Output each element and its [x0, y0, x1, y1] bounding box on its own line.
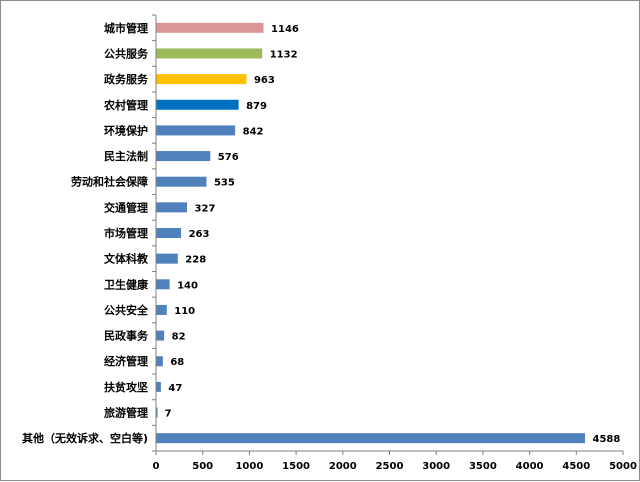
- category-label: 扶贫攻坚: [104, 380, 148, 394]
- data-label: 140: [177, 280, 198, 291]
- x-tick-label: 3500: [469, 461, 497, 472]
- x-tick-label: 3000: [422, 461, 450, 472]
- bar: [156, 407, 158, 418]
- category-label: 政务服务: [104, 72, 149, 86]
- x-tick-label: 1500: [282, 461, 310, 472]
- category-label: 劳动和社会保障: [71, 175, 148, 189]
- data-label: 327: [195, 203, 216, 214]
- x-tick-label: 2000: [329, 461, 357, 472]
- bar: [156, 253, 178, 264]
- data-label: 82: [172, 332, 186, 343]
- category-label: 民政事务: [104, 329, 149, 343]
- data-label: 68: [170, 357, 184, 368]
- x-tick-label: 1000: [235, 461, 263, 472]
- bar: [156, 48, 263, 59]
- bar: [156, 99, 239, 110]
- bar: [156, 202, 188, 213]
- bar: [156, 433, 586, 444]
- category-label: 卫生健康: [104, 277, 149, 291]
- data-label: 47: [168, 383, 182, 394]
- bar: [156, 22, 264, 33]
- data-label: 263: [189, 229, 210, 240]
- x-tick-label: 0: [153, 461, 160, 472]
- bar: [156, 356, 163, 367]
- bar: [156, 330, 165, 341]
- bar: [156, 151, 211, 162]
- data-label: 576: [218, 152, 239, 163]
- data-label: 1146: [271, 24, 299, 35]
- data-label: 535: [214, 178, 235, 189]
- x-tick-label: 4000: [516, 461, 544, 472]
- category-label: 其他（无效诉求、空白等): [22, 431, 148, 445]
- category-label: 文体科教: [104, 252, 149, 266]
- data-label: 879: [246, 101, 267, 112]
- category-label: 民主法制: [104, 149, 148, 163]
- bar: [156, 74, 247, 85]
- data-label: 963: [254, 75, 275, 86]
- bar: [156, 125, 236, 136]
- category-label: 农村管理: [103, 98, 148, 112]
- category-label: 旅游管理: [104, 406, 148, 420]
- bar: [156, 304, 167, 315]
- bar: [156, 381, 161, 392]
- bar: [156, 228, 182, 238]
- data-label: 228: [185, 255, 206, 266]
- x-tick-label: 500: [192, 461, 213, 472]
- data-label: 110: [174, 306, 195, 317]
- category-label: 公共服务: [104, 46, 149, 60]
- category-label: 经济管理: [104, 354, 148, 368]
- category-label: 市场管理: [104, 226, 148, 240]
- bar: [156, 176, 207, 187]
- category-label: 公共安全: [104, 303, 149, 317]
- category-label: 环境保护: [104, 123, 148, 137]
- x-tick-label: 5000: [609, 461, 637, 472]
- bar: [156, 279, 170, 290]
- data-label: 842: [243, 126, 264, 137]
- x-tick-label: 4500: [562, 461, 590, 472]
- category-label: 城市管理: [104, 21, 148, 35]
- data-label: 7: [165, 409, 172, 420]
- data-label: 4588: [593, 434, 621, 445]
- x-tick-label: 2500: [376, 461, 404, 472]
- category-label: 交通管理: [104, 200, 148, 214]
- data-label: 1132: [270, 49, 298, 60]
